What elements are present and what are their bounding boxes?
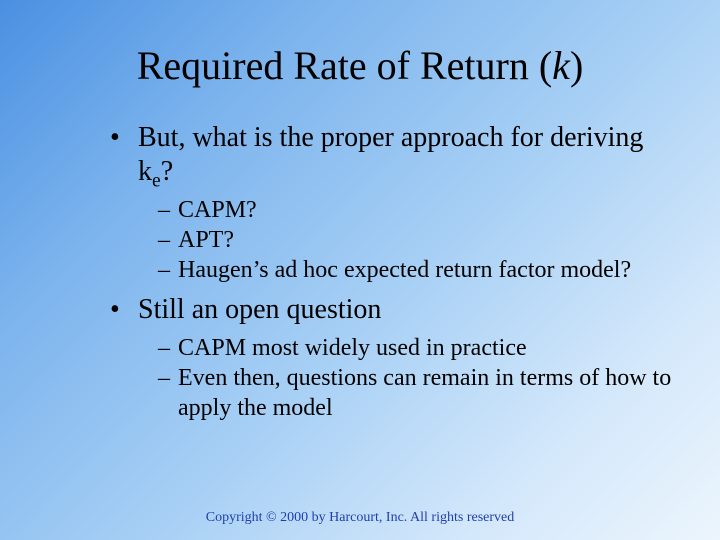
title-prefix: Required Rate of Return ( bbox=[137, 43, 552, 88]
bullet-1-pre: But, what is the proper approach for der… bbox=[138, 122, 643, 187]
title-suffix: ) bbox=[570, 43, 583, 88]
bullet-1: But, what is the proper approach for der… bbox=[110, 121, 680, 285]
bullet-1-sub: e bbox=[152, 171, 161, 192]
sub-1c: Haugen’s ad hoc expected return factor m… bbox=[158, 255, 680, 285]
bullet-1-post: ? bbox=[161, 156, 173, 187]
sub-2b: Even then, questions can remain in terms… bbox=[158, 363, 680, 423]
copyright-footer: Copyright © 2000 by Harcourt, Inc. All r… bbox=[0, 510, 720, 526]
sub-2a: CAPM most widely used in practice bbox=[158, 333, 680, 363]
bullet-2-text: Still an open question bbox=[138, 294, 381, 325]
title-k: k bbox=[552, 43, 570, 88]
sub-1a: CAPM? bbox=[158, 195, 680, 225]
bullet-2: Still an open question CAPM most widely … bbox=[110, 293, 680, 423]
slide-body: But, what is the proper approach for der… bbox=[0, 121, 720, 423]
sub-1b: APT? bbox=[158, 225, 680, 255]
slide-title: Required Rate of Return (k) bbox=[0, 0, 720, 121]
